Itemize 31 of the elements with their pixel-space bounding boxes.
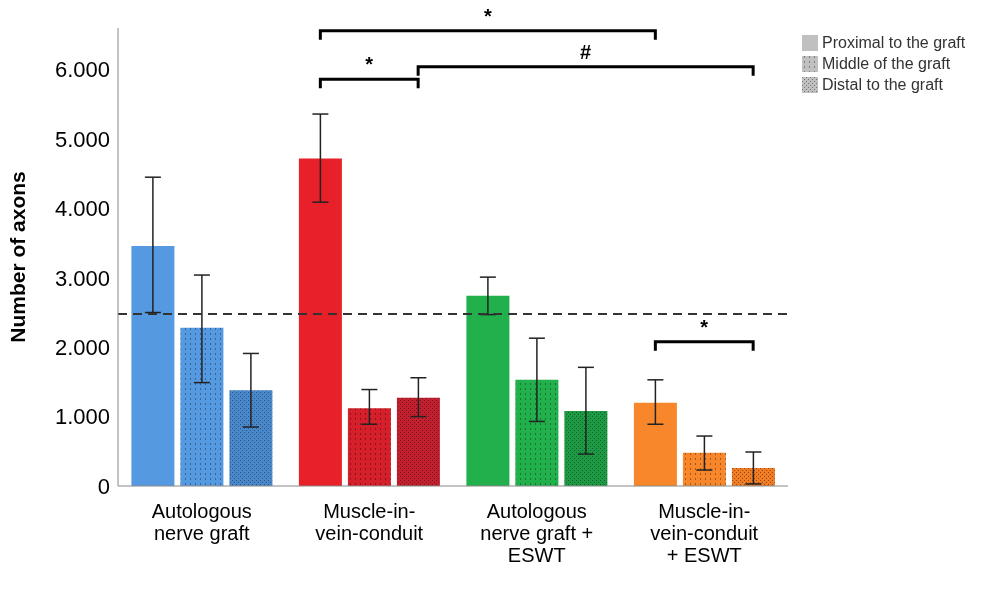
y-tick-label: 2.000	[54, 335, 110, 361]
y-tick-label: 4.000	[54, 196, 110, 222]
bar	[396, 397, 440, 486]
bar	[298, 158, 342, 486]
bar	[180, 327, 224, 486]
x-tick-label: Muscle-in-vein-conduit	[315, 500, 424, 544]
annotation: *	[700, 315, 709, 338]
bar	[682, 452, 726, 486]
x-tick-label: Autologous nerve graft + ESWT	[480, 500, 594, 566]
y-axis-title: Number of axons	[6, 171, 30, 343]
annotation: #	[580, 40, 592, 63]
text: *	[483, 4, 492, 27]
bar	[347, 408, 391, 486]
bar	[564, 411, 608, 486]
text: Middle of the graft	[822, 55, 951, 73]
bar	[515, 379, 559, 486]
x-tick-label: Autologous nerve graft	[151, 500, 252, 544]
y-tick-label: 3.000	[54, 265, 110, 291]
x-tick-label: Muscle-in-vein-conduit + ESWT	[650, 500, 759, 566]
bar	[131, 245, 175, 486]
bar	[229, 390, 273, 486]
y-tick-label: 6.000	[54, 57, 110, 83]
y-tick-label: 1.000	[54, 404, 110, 430]
text: Proximal to the graft	[822, 34, 966, 52]
y-tick-label: 5.000	[54, 126, 110, 152]
bar	[731, 467, 775, 486]
annotation: *	[365, 53, 374, 76]
bar	[633, 402, 677, 486]
y-tick-label: 0	[97, 473, 110, 499]
bar	[466, 295, 510, 486]
text: Distal to the graft	[822, 76, 943, 94]
